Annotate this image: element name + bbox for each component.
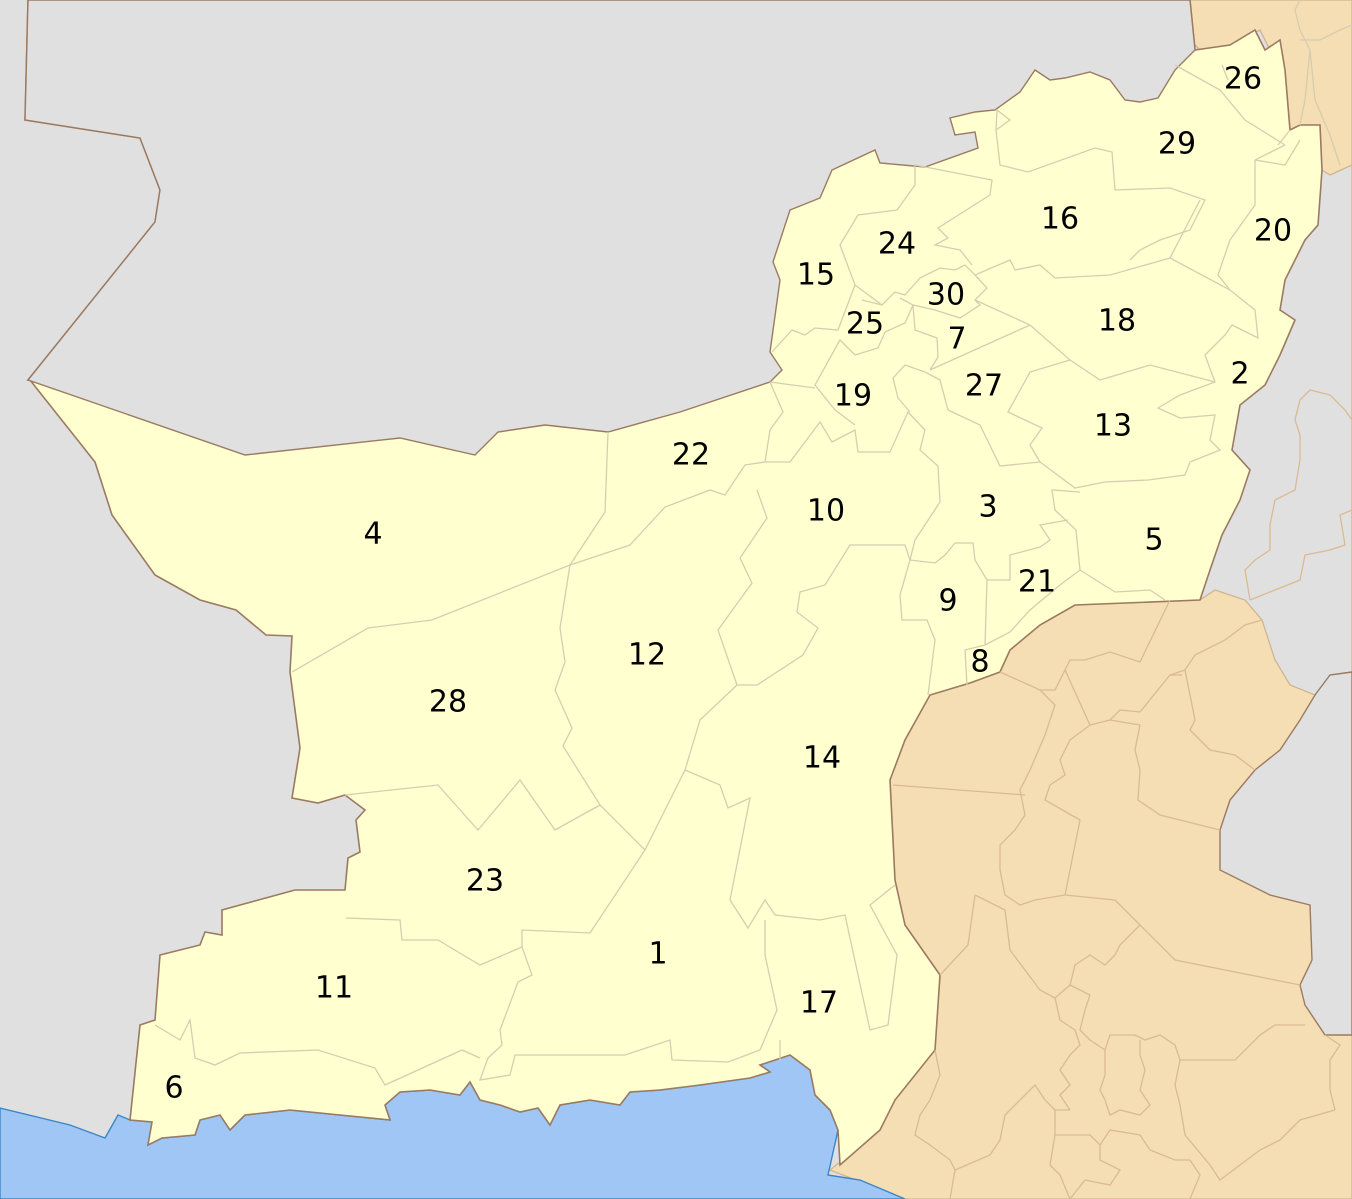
district-label-5[interactable]: 5 [1144, 523, 1163, 558]
district-label-30[interactable]: 30 [927, 278, 965, 313]
neighbor-borders [892, 389, 1352, 1199]
district-label-9[interactable]: 9 [938, 584, 957, 619]
district-label-29[interactable]: 29 [1158, 127, 1196, 162]
district-label-7[interactable]: 7 [947, 322, 966, 357]
district-label-20[interactable]: 20 [1254, 214, 1292, 249]
district-borders [154, 0, 1352, 1086]
district-label-18[interactable]: 18 [1098, 304, 1136, 339]
district-label-1[interactable]: 1 [648, 937, 667, 972]
district-label-2[interactable]: 2 [1230, 357, 1249, 392]
district-label-10[interactable]: 10 [807, 494, 845, 529]
district-label-11[interactable]: 11 [315, 971, 353, 1006]
district-label-23[interactable]: 23 [466, 864, 504, 899]
district-label-4[interactable]: 4 [363, 517, 382, 552]
background-region-east [1219, 671, 1352, 1036]
district-label-22[interactable]: 22 [672, 438, 710, 473]
district-labels: 1 2 3 4 5 6 7 8 9 10 11 12 13 14 15 16 1… [164, 62, 1292, 1106]
district-label-14[interactable]: 14 [803, 741, 841, 776]
district-label-28[interactable]: 28 [429, 685, 467, 720]
district-label-8[interactable]: 8 [970, 645, 989, 680]
background-region-north [24, 0, 1196, 456]
district-label-27[interactable]: 27 [965, 369, 1003, 404]
district-label-13[interactable]: 13 [1094, 409, 1132, 444]
district-label-19[interactable]: 19 [834, 379, 872, 414]
district-label-15[interactable]: 15 [797, 258, 835, 293]
district-label-3[interactable]: 3 [978, 490, 997, 525]
district-label-12[interactable]: 12 [628, 638, 666, 673]
district-label-21[interactable]: 21 [1018, 565, 1056, 600]
district-label-16[interactable]: 16 [1041, 202, 1079, 237]
district-label-17[interactable]: 17 [800, 986, 838, 1021]
district-label-26[interactable]: 26 [1224, 62, 1262, 97]
district-label-25[interactable]: 25 [846, 307, 884, 342]
district-label-24[interactable]: 24 [878, 227, 916, 262]
district-label-6[interactable]: 6 [164, 1071, 183, 1106]
